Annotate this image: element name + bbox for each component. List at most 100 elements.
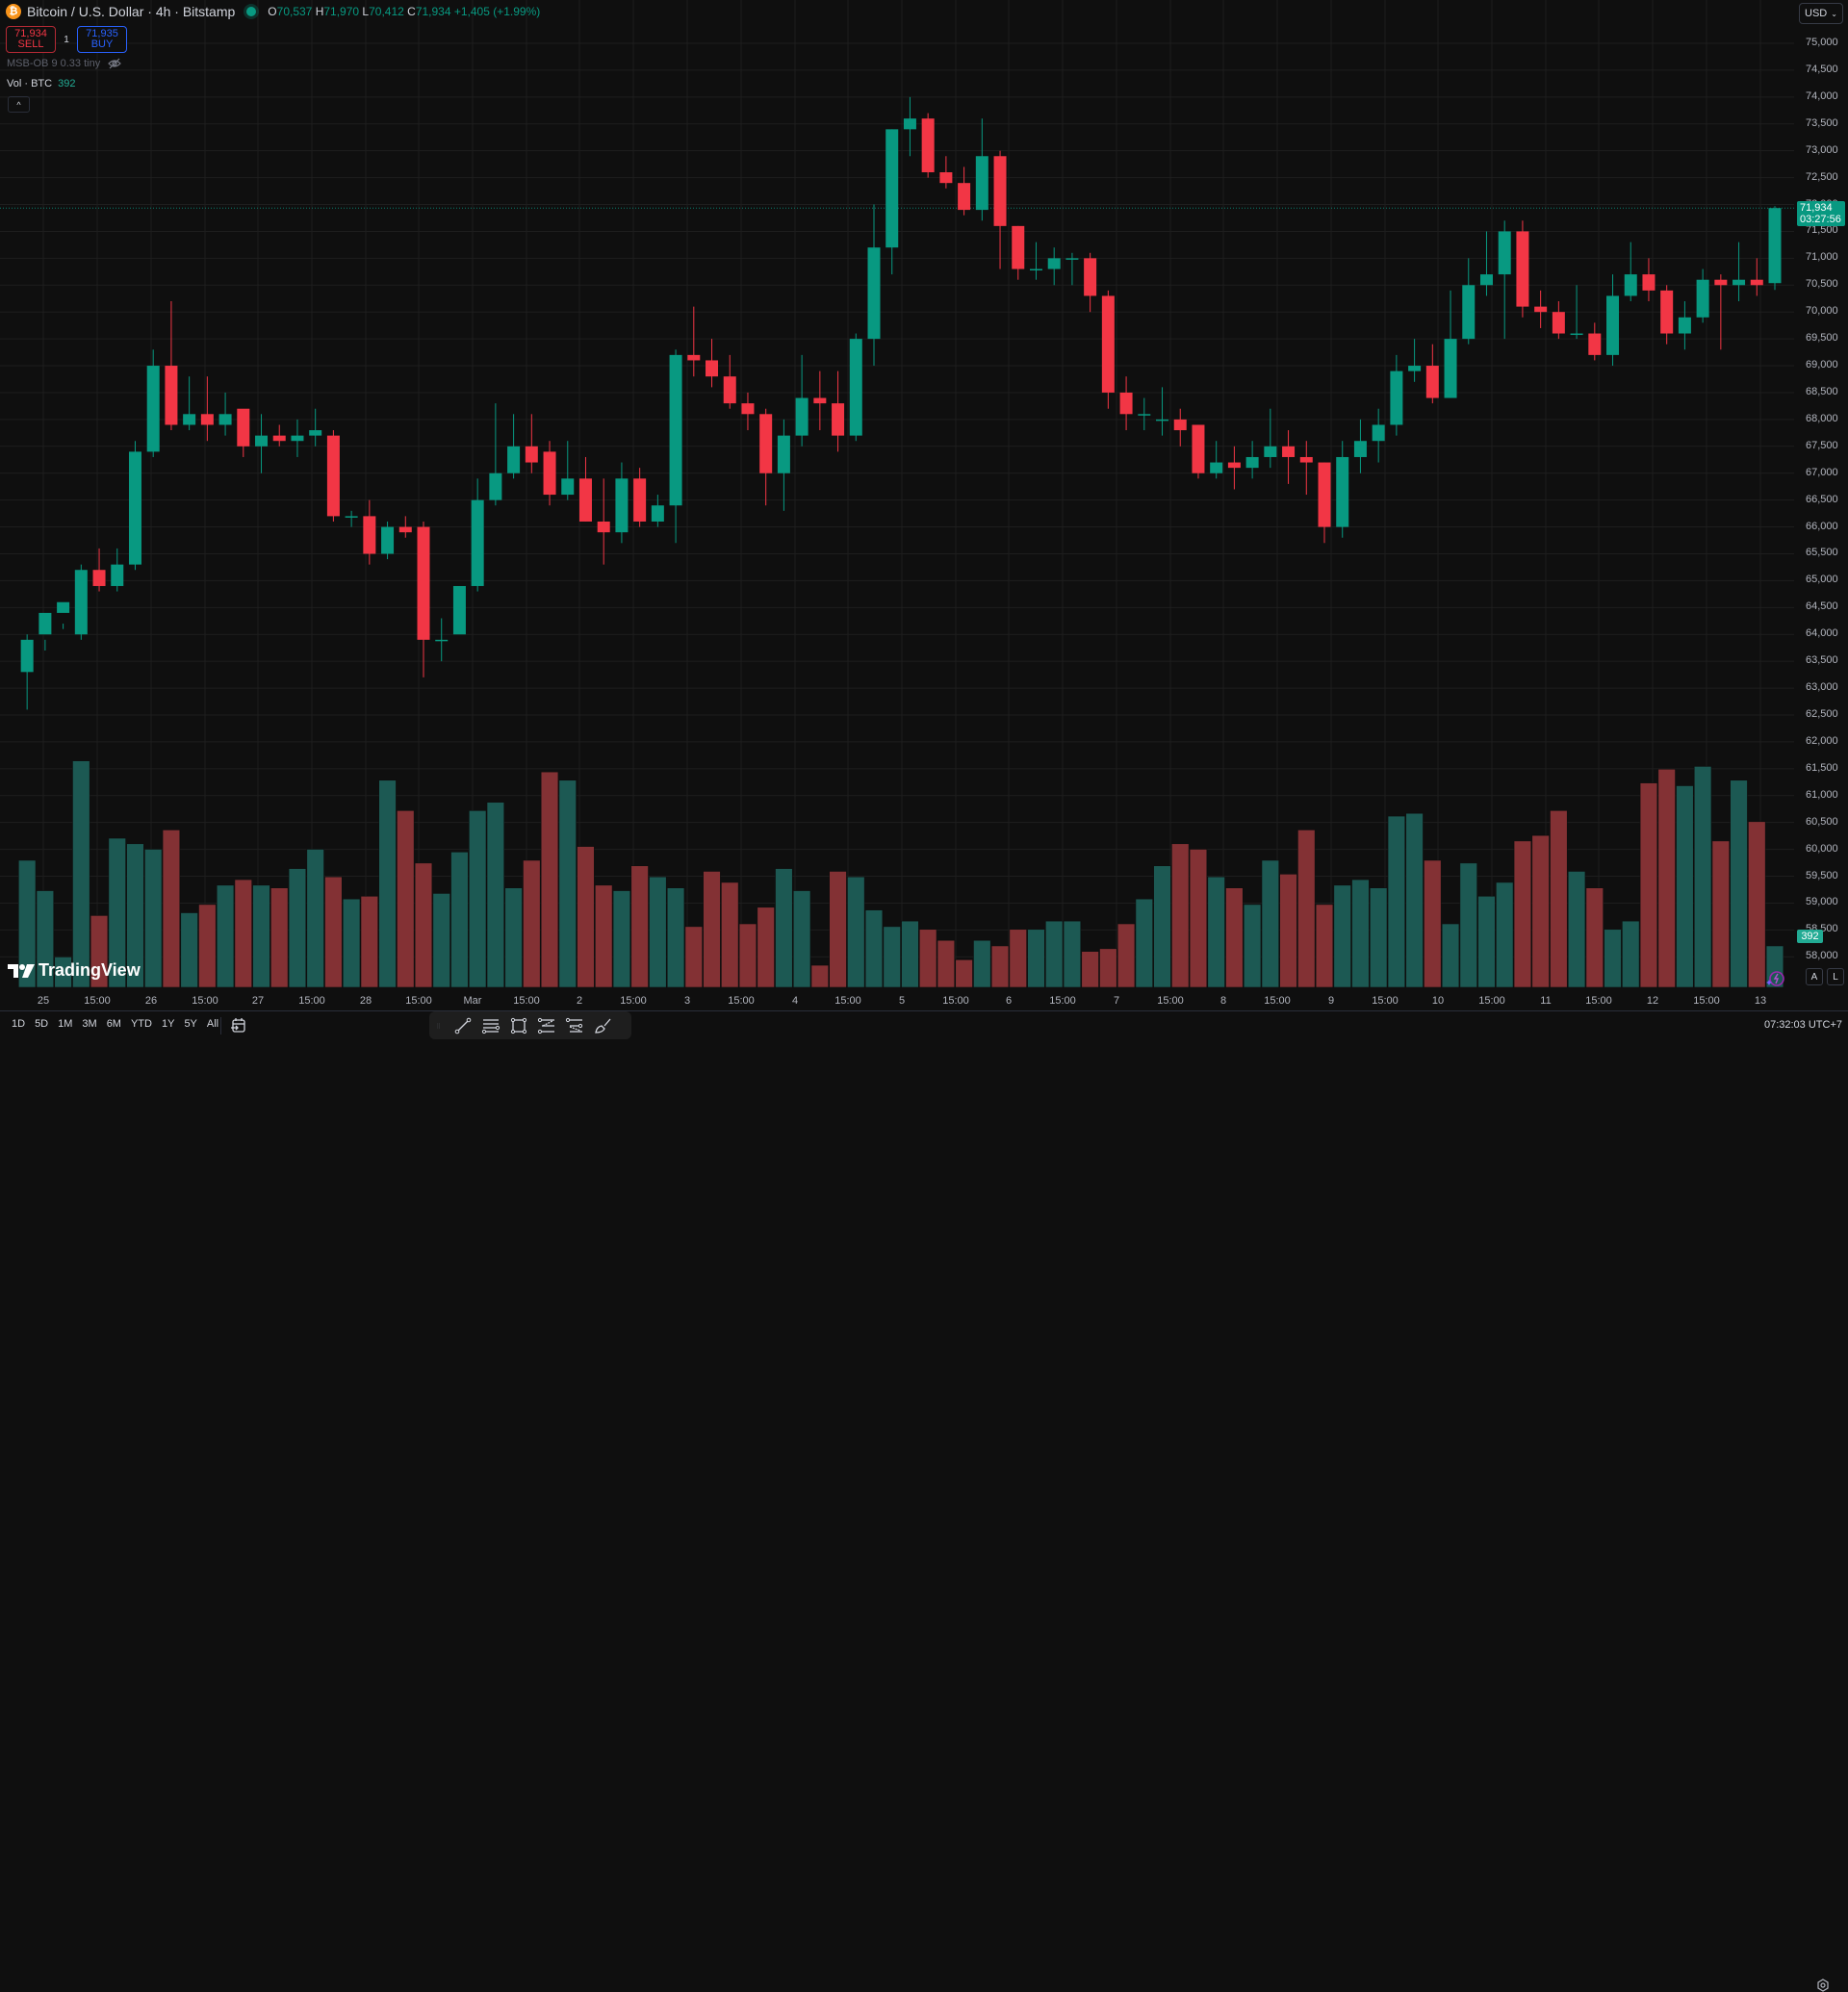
price-axis-label: 67,000 xyxy=(1806,466,1838,478)
parallel-channel-icon[interactable] xyxy=(537,1016,556,1035)
price-axis-label: 74,000 xyxy=(1806,89,1838,102)
brush-icon[interactable] xyxy=(593,1016,612,1035)
time-axis-label: 15:00 xyxy=(728,995,755,1007)
market-status-icon xyxy=(246,7,257,16)
symbol-legend[interactable]: ₿ Bitcoin / U.S. Dollar · 4h · Bitstamp … xyxy=(6,4,540,19)
time-axis-label: 15:00 xyxy=(1478,995,1505,1007)
log-scale-button[interactable]: L xyxy=(1827,968,1844,985)
horizontal-lines-icon[interactable] xyxy=(481,1016,500,1035)
bitcoin-logo-icon: ₿ xyxy=(6,4,21,19)
time-axis-label: 15:00 xyxy=(1264,995,1291,1007)
time-axis-label: 15:00 xyxy=(1372,995,1399,1007)
time-axis-label: 15:00 xyxy=(298,995,325,1007)
toolbar-divider xyxy=(220,1017,221,1034)
price-axis-label: 72,500 xyxy=(1806,170,1838,183)
drag-handle-icon[interactable] xyxy=(437,1016,445,1035)
time-axis-label: 26 xyxy=(144,995,158,1007)
tradingview-watermark[interactable]: TradingView xyxy=(8,960,141,981)
scale-mode-buttons: A L xyxy=(1806,968,1844,985)
clock-timezone[interactable]: 07:32:03 UTC+7 xyxy=(1763,1019,1842,1031)
trend-line-icon[interactable] xyxy=(453,1016,473,1035)
date-range-buttons: 1D 5D 1M 3M 6M YTD 1Y 5Y All xyxy=(12,1018,218,1030)
time-axis-label: 2 xyxy=(576,995,583,1007)
price-axis-label: 66,500 xyxy=(1806,493,1838,505)
time-axis-label: 12 xyxy=(1646,995,1659,1007)
currency-selector[interactable]: USD ⌄ xyxy=(1799,3,1843,24)
rectangle-icon[interactable] xyxy=(509,1016,528,1035)
time-axis-label: 11 xyxy=(1540,995,1552,1007)
range-6m[interactable]: 6M xyxy=(106,1018,121,1030)
volume-indicator-label: Vol · BTC xyxy=(7,78,53,89)
price-axis-label: 69,000 xyxy=(1806,359,1838,371)
time-axis-label: 5 xyxy=(898,995,906,1007)
price-axis-label: 61,500 xyxy=(1806,761,1838,774)
time-axis-label: 25 xyxy=(37,995,50,1007)
price-axis-label: 64,000 xyxy=(1806,627,1838,640)
sell-label: SELL xyxy=(17,38,44,50)
price-axis-label: 65,500 xyxy=(1806,547,1838,559)
indicator-msb-ob[interactable]: MSB-OB 9 0.33 tiny xyxy=(7,58,122,69)
price-axis-label: 59,500 xyxy=(1806,869,1838,881)
high-value: 71,970 xyxy=(323,5,360,18)
last-price-value: 71,934 xyxy=(1800,202,1833,214)
range-1m[interactable]: 1M xyxy=(58,1018,73,1030)
time-axis-label: 15:00 xyxy=(84,995,111,1007)
order-quantity[interactable]: 1 xyxy=(64,34,69,45)
price-axis-label: 62,500 xyxy=(1806,708,1838,720)
low-value: 70,412 xyxy=(369,5,404,18)
time-axis-label: 7 xyxy=(1113,995,1120,1007)
tradingview-logo-icon xyxy=(8,963,35,978)
price-axis-label: 73,500 xyxy=(1806,116,1838,129)
close-value: 71,934 xyxy=(415,5,451,18)
price-axis-label: 58,000 xyxy=(1806,950,1838,962)
range-1d[interactable]: 1D xyxy=(12,1018,26,1030)
range-ytd[interactable]: YTD xyxy=(130,1018,152,1030)
price-axis-label: 70,000 xyxy=(1806,305,1838,318)
time-axis-label: 15:00 xyxy=(1693,995,1720,1007)
time-axis[interactable]: 25 15:00 26 15:00 27 15:00 28 15:00 Mar 15:00 2 15:… xyxy=(0,987,1848,1992)
time-axis-label: Mar xyxy=(463,995,482,1007)
quick-trade: 71,934 SELL 1 71,935 BUY xyxy=(6,26,127,53)
drawing-favorites-toolbar xyxy=(429,1011,631,1039)
price-axis-label: 71,500 xyxy=(1806,224,1838,237)
volume-indicator-value: 392 xyxy=(58,78,76,89)
price-axis-label: 63,000 xyxy=(1806,681,1838,694)
open-value: 70,537 xyxy=(276,5,313,18)
range-1y[interactable]: 1Y xyxy=(161,1018,175,1030)
price-axis-label: 62,000 xyxy=(1806,734,1838,747)
currency-label: USD xyxy=(1805,8,1828,19)
hidden-eye-icon[interactable] xyxy=(108,58,122,69)
price-axis-label: 67,500 xyxy=(1806,439,1838,451)
fib-retracement-icon[interactable] xyxy=(565,1016,584,1035)
auto-scale-button[interactable]: A xyxy=(1806,968,1823,985)
indicator-msb-ob-label: MSB-OB 9 0.33 tiny xyxy=(7,58,101,69)
price-chart-canvas[interactable] xyxy=(0,0,1848,1039)
go-to-date-icon[interactable] xyxy=(229,1016,248,1035)
range-5d[interactable]: 5D xyxy=(35,1018,49,1030)
sell-button[interactable]: 71,934 SELL xyxy=(6,26,56,53)
time-axis-label: 13 xyxy=(1754,995,1767,1007)
price-axis-label: 69,500 xyxy=(1806,332,1838,345)
price-axis-label: 64,500 xyxy=(1806,600,1838,613)
buy-button[interactable]: 71,935 BUY xyxy=(77,26,127,53)
bottom-toolbar: 1D 5D 1M 3M 6M YTD 1Y 5Y All xyxy=(0,1011,1848,1039)
time-axis-label: 15:00 xyxy=(1157,995,1184,1007)
range-all[interactable]: All xyxy=(206,1018,219,1030)
symbol-title[interactable]: Bitcoin / U.S. Dollar · 4h · Bitstamp xyxy=(27,4,236,19)
last-price-tag: 71,934 03:27:56 xyxy=(1797,201,1845,226)
buy-label: BUY xyxy=(90,38,114,50)
indicator-volume[interactable]: Vol · BTC 392 xyxy=(7,78,75,89)
price-axis-label: 60,500 xyxy=(1806,815,1838,828)
time-axis-label: 15:00 xyxy=(620,995,647,1007)
price-axis-label: 70,500 xyxy=(1806,278,1838,291)
collapse-legend-button[interactable]: ^ xyxy=(8,96,30,113)
range-3m[interactable]: 3M xyxy=(82,1018,97,1030)
time-axis-label: 15:00 xyxy=(834,995,861,1007)
price-axis-label: 73,000 xyxy=(1806,143,1838,156)
time-axis-label: 28 xyxy=(359,995,372,1007)
chart-settings-icon[interactable] xyxy=(1816,1979,1830,1992)
price-axis-label: 60,000 xyxy=(1806,842,1838,855)
range-5y[interactable]: 5Y xyxy=(184,1018,197,1030)
ai-assistant-icon[interactable] xyxy=(1765,969,1784,988)
time-axis-label: 15:00 xyxy=(192,995,218,1007)
